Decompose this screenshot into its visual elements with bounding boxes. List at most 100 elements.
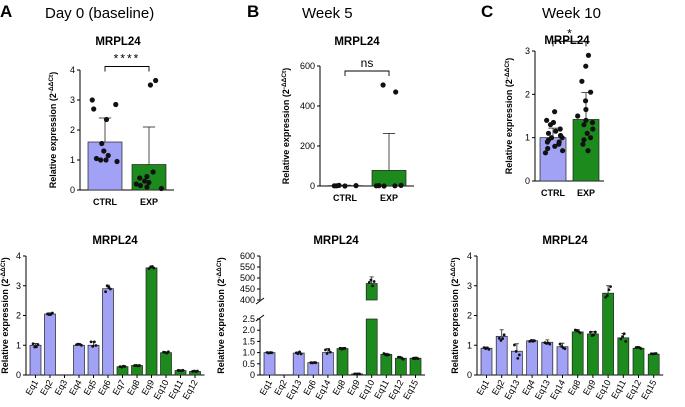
data-point <box>138 364 141 367</box>
y-tick-label: 2.5 <box>242 314 255 324</box>
y-tick-label: 600 <box>300 61 315 71</box>
y-axis-label: Relative expression (2-ΔΔCt) <box>504 58 515 174</box>
data-point <box>584 130 590 136</box>
y-tick-label: 200 <box>300 141 315 151</box>
x-category-label: Eq6 <box>96 378 113 397</box>
y-tick-label: 400 <box>240 295 255 305</box>
data-point <box>398 182 404 188</box>
data-point <box>381 183 387 189</box>
data-point <box>380 82 386 88</box>
data-point <box>583 117 589 123</box>
bar <box>102 288 114 376</box>
data-point <box>94 344 98 347</box>
significance-bracket <box>104 66 150 72</box>
significance-label: **** <box>114 52 141 66</box>
bar <box>160 352 172 376</box>
data-point <box>581 122 587 128</box>
x-category-label: EXP <box>380 193 398 203</box>
data-point <box>333 183 340 189</box>
y-axis-label: Relative expression (2-ΔΔCt) <box>216 257 227 373</box>
chart-day0-summary: MRPL24 Relative expression (2-ΔΔCt) 0 1 2 3 4 C… <box>48 36 174 207</box>
significance-label: ns <box>361 56 374 70</box>
data-point <box>544 117 550 123</box>
y-tick-label: 3 <box>467 281 472 291</box>
bar <box>617 337 630 376</box>
data-point <box>516 356 520 360</box>
x-category-label: CTRL <box>93 197 117 207</box>
bar <box>263 352 276 376</box>
data-point <box>588 89 594 95</box>
y-tick-label: 1 <box>70 155 75 165</box>
data-point <box>153 77 159 84</box>
significance-bracket <box>344 70 390 76</box>
y-tick-label: 4 <box>16 251 21 261</box>
data-point <box>270 351 274 355</box>
data-point <box>147 267 151 270</box>
panel-heading-c: Week 10 <box>542 5 601 22</box>
data-point <box>93 155 100 162</box>
y-tick-label: 4 <box>467 251 472 261</box>
data-point <box>144 173 150 180</box>
data-point <box>167 350 170 354</box>
data-point <box>89 97 95 103</box>
y-tick-label: 3 <box>70 95 75 105</box>
bar <box>322 352 334 376</box>
y-tick-label: 0 <box>467 370 472 380</box>
y-tick-label: 400 <box>300 101 315 111</box>
x-category-label: Eq12 <box>181 378 200 401</box>
data-point <box>392 183 398 189</box>
x-category-label: Eq10 <box>357 378 376 401</box>
data-point <box>91 106 97 112</box>
data-point <box>401 357 405 361</box>
data-point <box>31 342 35 346</box>
x-category-label: Eq13 <box>502 378 521 401</box>
data-point <box>517 353 521 357</box>
data-point <box>552 109 558 115</box>
axis-break-mark <box>255 297 265 305</box>
data-point <box>51 311 54 315</box>
bar <box>29 344 42 376</box>
data-point <box>501 337 504 340</box>
data-point <box>578 331 582 335</box>
data-point <box>514 349 518 353</box>
bar <box>480 347 493 376</box>
data-point <box>373 183 379 189</box>
y-tick-label: 2 <box>16 311 21 321</box>
y-tick-label: 3 <box>525 46 530 56</box>
data-point <box>580 141 586 147</box>
y-tick-label: 2.0 <box>242 325 255 335</box>
data-point <box>654 352 658 355</box>
data-point <box>585 148 591 154</box>
chart-title: MRPL24 <box>95 36 141 48</box>
x-category-label: Eq4 <box>67 378 84 397</box>
data-point <box>497 336 501 340</box>
data-point <box>181 368 185 372</box>
x-category-label: Eq5 <box>82 378 99 397</box>
y-tick-label: 500 <box>240 273 255 283</box>
panel-heading-a: Day 0 (baseline) <box>45 5 154 22</box>
data-point <box>367 280 371 284</box>
data-point <box>133 181 139 187</box>
data-point <box>619 337 623 341</box>
data-point <box>152 266 156 270</box>
panel-label-c: C <box>481 2 493 21</box>
y-tick-label: 1 <box>16 340 21 350</box>
data-point <box>624 340 628 343</box>
data-point <box>609 285 612 288</box>
data-point <box>36 343 40 346</box>
x-category-label: EXP <box>577 188 595 198</box>
data-point <box>107 285 111 289</box>
bar <box>571 331 584 376</box>
data-point <box>89 340 93 344</box>
y-tick-label: 1.0 <box>242 348 255 358</box>
data-point <box>552 143 558 149</box>
bar <box>587 333 599 376</box>
data-point <box>605 294 609 297</box>
data-point <box>146 179 152 186</box>
data-point <box>109 287 112 291</box>
data-point <box>158 185 164 192</box>
bar <box>73 344 85 376</box>
data-point <box>589 330 592 334</box>
y-tick-label: 450 <box>240 284 255 294</box>
data-point <box>369 278 373 282</box>
